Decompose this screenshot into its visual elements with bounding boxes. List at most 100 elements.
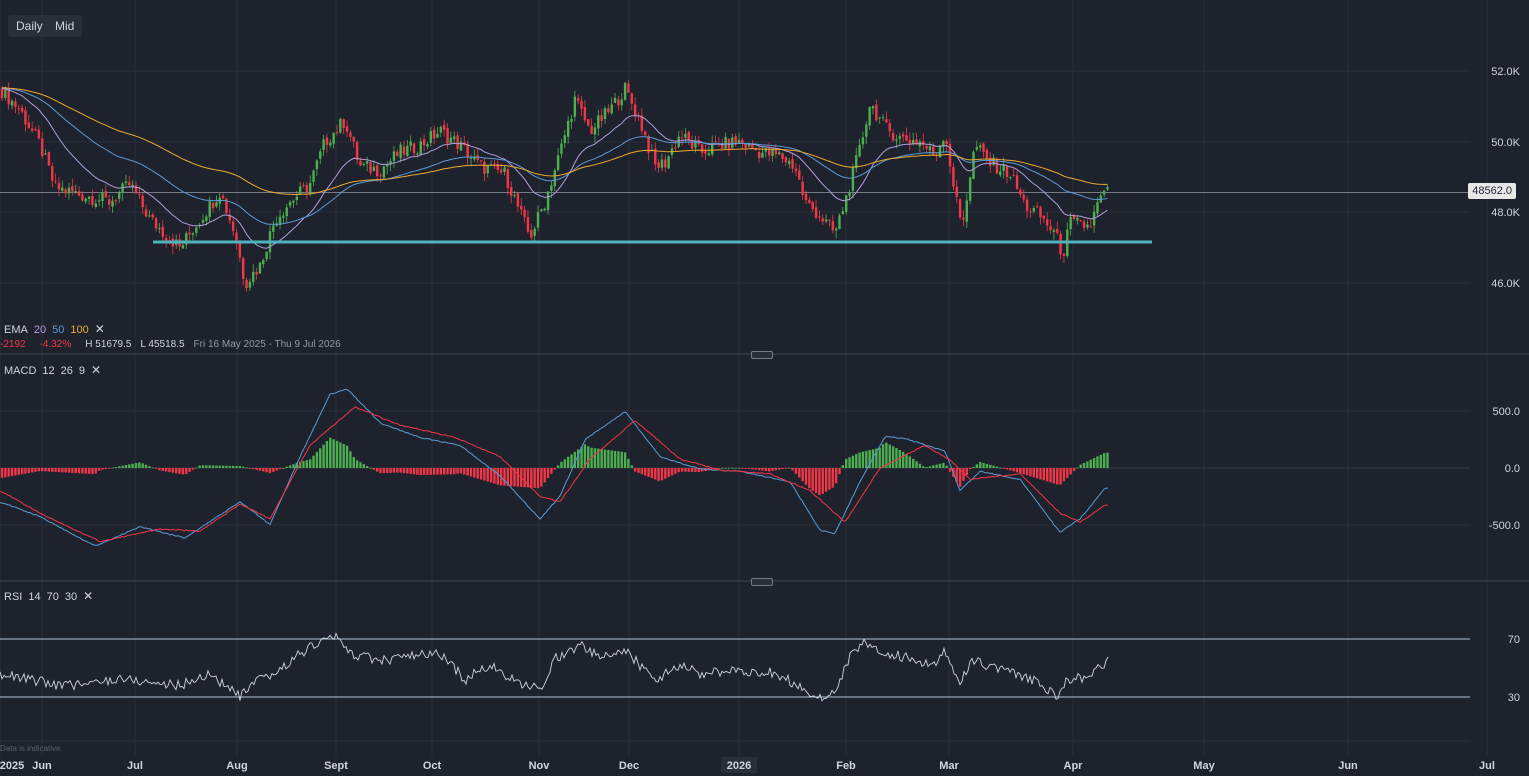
macd-hist-bar — [995, 466, 999, 468]
candle-body — [312, 170, 315, 182]
candle-body — [1005, 166, 1009, 177]
candle-body — [7, 88, 10, 105]
candle-body — [1089, 226, 1092, 228]
candle-body — [878, 117, 881, 119]
price-type-button[interactable]: Mid — [47, 15, 83, 37]
macd-remove-icon[interactable]: ✕ — [91, 363, 102, 377]
candle-body — [888, 123, 891, 132]
ema-legend-name: EMA — [4, 324, 28, 336]
macd-hist-bar — [721, 467, 724, 469]
macd-hist-bar — [784, 468, 788, 469]
candle-body — [252, 271, 255, 282]
candle-body — [164, 237, 168, 241]
macd-hist-bar — [607, 449, 610, 468]
macd-hist-bar — [262, 468, 265, 472]
signal-line — [0, 406, 1109, 543]
candle-body — [422, 139, 426, 146]
macd-hist-bar — [506, 468, 510, 486]
candle-body — [0, 88, 4, 99]
candle-body — [905, 135, 908, 141]
macd-hist-bar — [623, 452, 627, 468]
macd-hist-bar — [734, 467, 737, 469]
candle-body — [540, 209, 543, 212]
macd-hist-bar — [489, 468, 493, 483]
candle-body — [493, 163, 496, 165]
macd-hist-bar — [640, 468, 644, 475]
candle-body — [61, 187, 64, 191]
macd-hist-bar — [272, 468, 275, 472]
macd-hist-bar — [479, 468, 483, 480]
macd-hist-bar — [1089, 459, 1092, 468]
macd-hist-bar — [694, 468, 697, 472]
candle-body — [597, 115, 600, 129]
macd-hist-bar — [878, 447, 881, 468]
candle-body — [483, 161, 486, 174]
stat-low: L 45518.5 — [140, 339, 185, 350]
candle-body — [841, 211, 845, 215]
candle-body — [1079, 220, 1082, 222]
macd-hist-bar — [288, 465, 292, 468]
macd-hist-bar — [332, 439, 335, 468]
macd-hist-bar — [148, 466, 151, 468]
stat-date-range: Fri 16 May 2025 - Thu 9 Jul 2026 — [193, 339, 341, 350]
macd-hist-bar — [717, 468, 721, 469]
candle-body — [814, 207, 818, 218]
candle-body — [469, 157, 473, 159]
macd-hist-bar — [225, 465, 228, 468]
candle-body — [342, 119, 345, 129]
candle-body — [499, 169, 503, 173]
macd-hist-bar — [814, 468, 818, 493]
candle-body — [764, 148, 767, 152]
macd-hist-bar — [121, 465, 124, 468]
candle-body — [707, 153, 711, 156]
macd-hist-bar — [834, 468, 838, 484]
macd-hist-bar — [714, 468, 717, 469]
candle-body — [211, 202, 215, 209]
macd-hist-bar — [563, 459, 566, 468]
ema-remove-icon[interactable]: ✕ — [94, 322, 105, 336]
macd-hist-bar — [295, 462, 298, 468]
macd-hist-bar — [292, 464, 295, 468]
pane-resize-handle-2[interactable] — [751, 578, 773, 586]
candle-body — [543, 208, 546, 211]
candle-body — [329, 142, 332, 146]
pane-resize-handle-1[interactable] — [751, 351, 773, 359]
macd-hist-bar — [54, 468, 57, 472]
macd-hist-bar — [228, 465, 231, 468]
rsi-line — [0, 632, 1109, 702]
candle-body — [242, 258, 245, 279]
macd-hist-bar — [258, 468, 262, 471]
macd-hist-bar — [426, 468, 429, 475]
macd-hist-bar — [948, 468, 952, 472]
candle-body — [938, 145, 942, 158]
macd-hist-bar — [791, 468, 794, 471]
macd-hist-bar — [439, 468, 443, 475]
macd-hist-bar — [275, 468, 278, 471]
candle-body — [335, 131, 339, 133]
candle-body — [392, 151, 396, 161]
macd-hist-bar — [242, 466, 245, 468]
rsi-legend-upper: 70 — [46, 591, 59, 603]
macd-hist-bar — [845, 458, 848, 468]
x-tick-label: Dec — [619, 760, 639, 772]
rsi-panel — [0, 632, 1470, 702]
candle-body — [958, 199, 962, 218]
x-tick-label: Feb — [836, 760, 856, 772]
macd-hist-bar — [131, 463, 134, 468]
interval-button[interactable]: Daily — [8, 15, 51, 37]
macd-hist-bar — [1002, 468, 1005, 469]
candle-body — [372, 166, 376, 171]
macd-hist-bar — [168, 468, 171, 473]
candle-body — [332, 132, 335, 144]
candle-body — [1056, 229, 1059, 233]
candle-body — [24, 110, 27, 125]
macd-hist-bar — [154, 468, 158, 469]
rsi-remove-icon[interactable]: ✕ — [83, 589, 94, 603]
macd-hist-bar — [523, 468, 526, 488]
macd-hist-bar — [1029, 468, 1032, 477]
macd-hist-bar — [801, 468, 804, 482]
macd-hist-bar — [583, 444, 587, 468]
candle-body — [694, 142, 697, 148]
candle-body — [711, 143, 714, 155]
